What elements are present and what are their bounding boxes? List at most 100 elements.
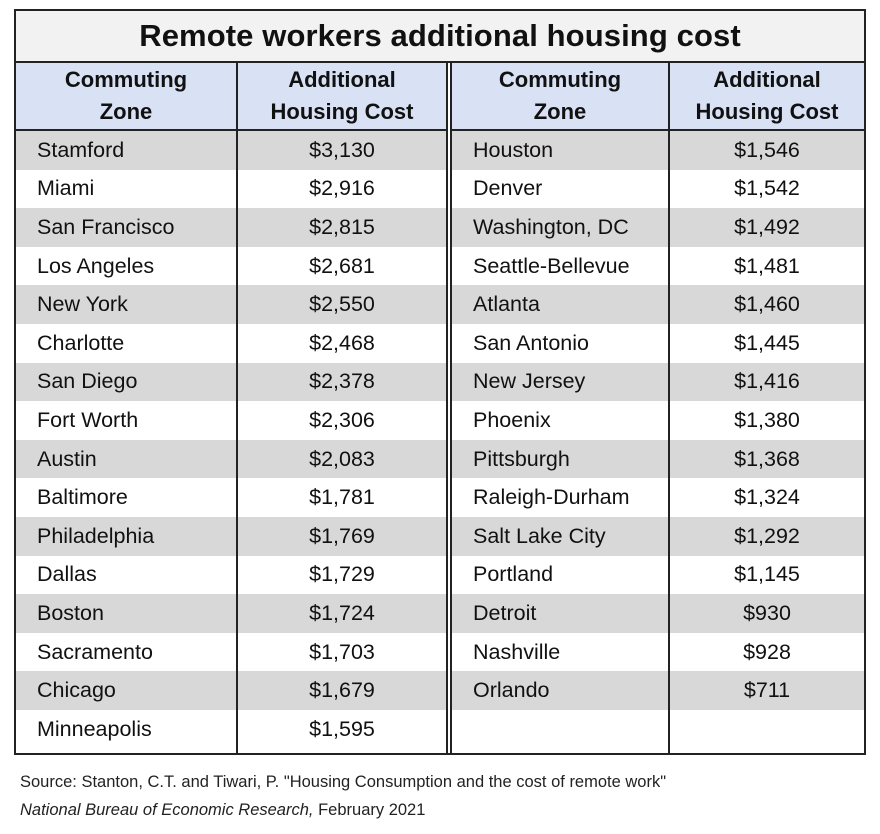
housing-cost-cell: $1,546	[734, 137, 800, 162]
commuting-zone-cell: Charlotte	[37, 330, 125, 355]
left-table-row: Sacramento $1,703	[16, 633, 446, 672]
commuting-zone-cell: Chicago	[37, 678, 116, 703]
housing-cost-cell: $2,815	[309, 214, 375, 239]
right-table-row	[452, 710, 864, 749]
right-column-divider	[668, 63, 670, 753]
commuting-zone-cell: Fort Worth	[37, 407, 139, 432]
left-table-row: Miami $2,916	[16, 170, 446, 209]
commuting-zone-cell: Phoenix	[473, 407, 551, 432]
header-zone-line2: Zone	[99, 99, 153, 124]
commuting-zone-cell: Seattle-Bellevue	[473, 253, 630, 278]
left-table-row: Austin $2,083	[16, 439, 446, 479]
commuting-zone-cell: Denver	[473, 176, 543, 201]
left-table-row: Stamford $3,130	[16, 131, 446, 170]
left-table-row: Minneapolis $1,595	[16, 710, 446, 749]
housing-cost-cell: $1,292	[734, 523, 800, 548]
source-line: Source: Stanton, C.T. and Tiwari, P. "Ho…	[20, 773, 667, 791]
housing-cost-cell: $3,130	[309, 137, 375, 162]
housing-cost-cell: $1,595	[309, 716, 375, 741]
housing-cost-cell: $1,460	[734, 292, 800, 317]
housing-cost-cell: $2,306	[309, 407, 375, 432]
housing-cost-cell: $1,542	[734, 176, 800, 201]
left-table-row: Dallas $1,729	[16, 556, 446, 595]
left-header-commuting-zone: Commuting Zone	[16, 63, 236, 129]
housing-cost-cell: $2,916	[309, 176, 375, 201]
header-cost-line1: Additional	[713, 67, 821, 92]
left-table-row: New York $2,550	[16, 285, 446, 324]
source-publication: National Bureau of Economic Research,	[20, 801, 314, 819]
commuting-zone-cell: San Diego	[37, 369, 138, 394]
housing-cost-cell: $1,781	[309, 485, 375, 510]
commuting-zone-cell: Salt Lake City	[473, 523, 606, 548]
right-header-row: Commuting Zone Additional Housing Cost	[452, 63, 864, 131]
commuting-zone-cell: Portland	[473, 562, 554, 587]
housing-cost-cell: $1,769	[309, 523, 375, 548]
housing-cost-cell: $2,378	[309, 369, 375, 394]
left-table-row: Philadelphia $1,769	[16, 517, 446, 556]
commuting-zone-cell: Los Angeles	[37, 253, 155, 278]
commuting-zone-cell: San Antonio	[473, 330, 589, 355]
housing-cost-cell: $930	[743, 600, 791, 625]
commuting-zone-cell: Baltimore	[37, 485, 128, 510]
left-header-additional-housing-cost: Additional Housing Cost	[238, 63, 446, 129]
left-table-row: Baltimore $1,781	[16, 478, 446, 517]
right-table-row: San Antonio $1,445	[452, 324, 864, 363]
right-table-row: Pittsburgh $1,368	[452, 439, 864, 479]
header-zone-line1: Commuting	[64, 67, 188, 92]
commuting-zone-cell: Houston	[473, 137, 554, 162]
commuting-zone-cell: Philadelphia	[37, 523, 155, 548]
header-cost-line2: Housing Cost	[270, 99, 414, 124]
housing-cost-cell: $1,445	[734, 330, 800, 355]
table-title: Remote workers additional housing cost	[139, 18, 741, 53]
commuting-zone-cell: New York	[37, 292, 128, 317]
commuting-zone-cell: Minneapolis	[37, 716, 152, 741]
commuting-zone-cell: Raleigh-Durham	[473, 485, 630, 510]
housing-cost-cell: $2,083	[309, 446, 375, 471]
right-table-row: Raleigh-Durham $1,324	[452, 478, 864, 517]
right-header-commuting-zone: Commuting Zone	[452, 63, 668, 129]
left-table-row: Charlotte $2,468	[16, 324, 446, 363]
commuting-zone-cell: Dallas	[37, 562, 97, 587]
header-zone-line1: Commuting	[498, 67, 622, 92]
table-title-bar: Remote workers additional housing cost	[16, 11, 864, 63]
right-table-row: Salt Lake City $1,292	[452, 517, 864, 556]
source-note: Source: Stanton, C.T. and Tiwari, P. "Ho…	[20, 768, 666, 824]
commuting-zone-cell: Stamford	[37, 137, 125, 162]
source-date: February 2021	[318, 801, 426, 819]
commuting-zone-cell: Orlando	[473, 678, 550, 703]
left-table-row: Fort Worth $2,306	[16, 401, 446, 440]
commuting-zone-cell: Sacramento	[37, 639, 153, 664]
left-table-block: Commuting Zone Additional Housing Cost Sta…	[16, 63, 446, 753]
left-table-row: San Diego $2,378	[16, 362, 446, 402]
commuting-zone-cell: Nashville	[473, 639, 561, 664]
left-header-row: Commuting Zone Additional Housing Cost	[16, 63, 446, 131]
right-table-row: Denver $1,542	[452, 170, 864, 209]
housing-cost-cell: $1,724	[309, 600, 375, 625]
right-table-row: Phoenix $1,380	[452, 401, 864, 440]
source-publication-line: National Bureau of Economic Research, Fe…	[20, 796, 666, 824]
housing-cost-cell: $928	[743, 639, 791, 664]
right-table-row: Detroit $930	[452, 594, 864, 633]
right-table-row: Washington, DC $1,492	[452, 208, 864, 247]
housing-cost-cell: $1,368	[734, 446, 800, 471]
right-table-row: Houston $1,546	[452, 131, 864, 170]
commuting-zone-cell: Austin	[37, 446, 97, 471]
housing-cost-cell: $1,481	[734, 253, 800, 278]
commuting-zone-cell: New Jersey	[473, 369, 586, 394]
housing-cost-cell: $1,145	[734, 562, 800, 587]
commuting-zone-cell: San Francisco	[37, 214, 175, 239]
left-table-row: San Francisco $2,815	[16, 208, 446, 247]
header-cost-line2: Housing Cost	[695, 99, 839, 124]
housing-cost-cell: $1,703	[309, 639, 375, 664]
housing-cost-table: Remote workers additional housing cost C…	[14, 9, 866, 755]
right-table-row: Orlando $711	[452, 671, 864, 710]
left-column-divider	[236, 63, 238, 753]
left-table-row: Boston $1,724	[16, 594, 446, 633]
housing-cost-cell: $1,324	[734, 485, 800, 510]
commuting-zone-cell: Detroit	[473, 600, 537, 625]
center-double-divider	[446, 63, 452, 753]
housing-cost-cell: $2,550	[309, 292, 375, 317]
housing-cost-cell: $1,729	[309, 562, 375, 587]
left-table-row: Chicago $1,679	[16, 671, 446, 710]
right-table-row: New Jersey $1,416	[452, 362, 864, 402]
